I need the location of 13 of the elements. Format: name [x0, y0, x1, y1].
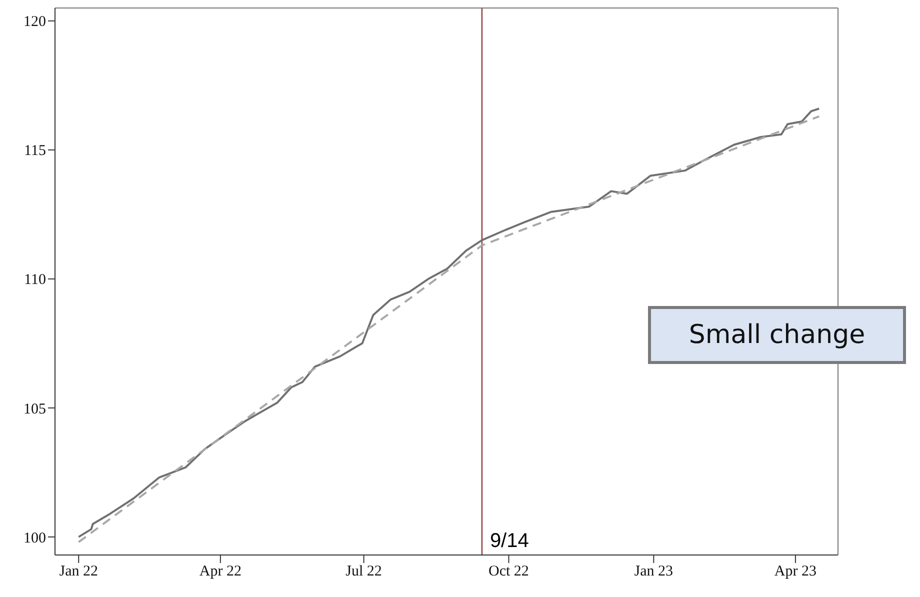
y-tick-label: 100 [24, 530, 46, 546]
x-tick-label: Jan 23 [634, 564, 674, 580]
y-tick-label: 110 [24, 272, 46, 288]
x-tick-label: Oct 22 [488, 564, 529, 580]
y-tick-label: 115 [24, 143, 46, 160]
x-tick-label: Apr 23 [774, 564, 816, 580]
annotation: Small change [648, 306, 906, 364]
x-tick-label: Apr 22 [199, 564, 242, 580]
ref-line-label: 9/14 [490, 530, 529, 552]
y-tick-label: 120 [24, 14, 46, 30]
x-tick-label: Jan 22 [59, 564, 98, 580]
x-tick-label: Jul 22 [346, 564, 382, 580]
y-tick-label: 105 [24, 401, 46, 418]
